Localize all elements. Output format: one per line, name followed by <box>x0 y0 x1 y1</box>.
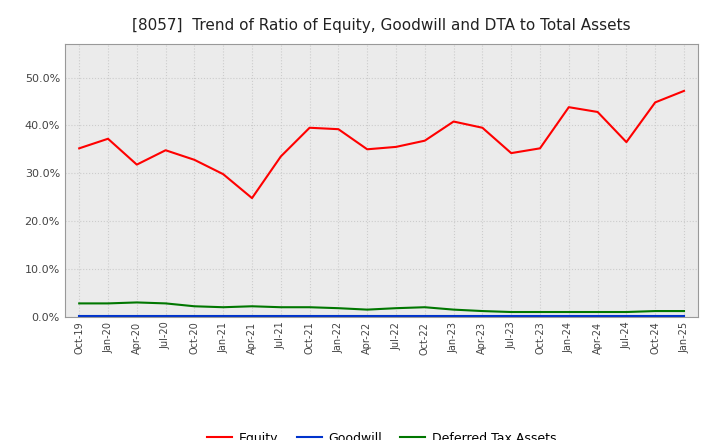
Equity <box>420 138 429 143</box>
Goodwill <box>305 314 314 319</box>
Goodwill <box>334 314 343 319</box>
Deferred Tax Assets <box>363 307 372 312</box>
Goodwill <box>219 314 228 319</box>
Equity <box>190 157 199 162</box>
Goodwill <box>478 314 487 319</box>
Deferred Tax Assets <box>564 309 573 315</box>
Goodwill <box>104 314 112 319</box>
Deferred Tax Assets <box>161 301 170 306</box>
Equity <box>507 150 516 156</box>
Goodwill <box>363 314 372 319</box>
Deferred Tax Assets <box>132 300 141 305</box>
Deferred Tax Assets <box>507 309 516 315</box>
Goodwill <box>132 314 141 319</box>
Equity <box>132 162 141 167</box>
Equity <box>276 154 285 159</box>
Equity <box>104 136 112 141</box>
Goodwill <box>190 314 199 319</box>
Equity <box>392 144 400 150</box>
Title: [8057]  Trend of Ratio of Equity, Goodwill and DTA to Total Assets: [8057] Trend of Ratio of Equity, Goodwil… <box>132 18 631 33</box>
Equity <box>536 146 544 151</box>
Goodwill <box>420 314 429 319</box>
Deferred Tax Assets <box>305 304 314 310</box>
Goodwill <box>161 314 170 319</box>
Deferred Tax Assets <box>219 304 228 310</box>
Equity <box>161 147 170 153</box>
Goodwill <box>248 314 256 319</box>
Equity <box>564 105 573 110</box>
Goodwill <box>507 314 516 319</box>
Legend: Equity, Goodwill, Deferred Tax Assets: Equity, Goodwill, Deferred Tax Assets <box>202 427 561 440</box>
Deferred Tax Assets <box>190 304 199 309</box>
Goodwill <box>536 314 544 319</box>
Equity <box>334 127 343 132</box>
Deferred Tax Assets <box>334 305 343 311</box>
Deferred Tax Assets <box>449 307 458 312</box>
Equity <box>449 119 458 124</box>
Goodwill <box>392 314 400 319</box>
Deferred Tax Assets <box>420 304 429 310</box>
Equity <box>593 109 602 114</box>
Line: Equity: Equity <box>79 91 684 198</box>
Deferred Tax Assets <box>276 304 285 310</box>
Line: Deferred Tax Assets: Deferred Tax Assets <box>79 302 684 312</box>
Goodwill <box>593 314 602 319</box>
Deferred Tax Assets <box>536 309 544 315</box>
Equity <box>363 147 372 152</box>
Equity <box>219 172 228 177</box>
Goodwill <box>75 314 84 319</box>
Goodwill <box>622 314 631 319</box>
Goodwill <box>680 314 688 319</box>
Deferred Tax Assets <box>680 308 688 314</box>
Deferred Tax Assets <box>593 309 602 315</box>
Deferred Tax Assets <box>392 305 400 311</box>
Deferred Tax Assets <box>478 308 487 314</box>
Equity <box>651 100 660 105</box>
Goodwill <box>564 314 573 319</box>
Equity <box>75 146 84 151</box>
Deferred Tax Assets <box>104 301 112 306</box>
Deferred Tax Assets <box>75 301 84 306</box>
Goodwill <box>276 314 285 319</box>
Equity <box>478 125 487 130</box>
Deferred Tax Assets <box>651 308 660 314</box>
Equity <box>680 88 688 94</box>
Equity <box>622 139 631 145</box>
Goodwill <box>449 314 458 319</box>
Goodwill <box>651 314 660 319</box>
Deferred Tax Assets <box>248 304 256 309</box>
Equity <box>305 125 314 130</box>
Deferred Tax Assets <box>622 309 631 315</box>
Equity <box>248 195 256 201</box>
